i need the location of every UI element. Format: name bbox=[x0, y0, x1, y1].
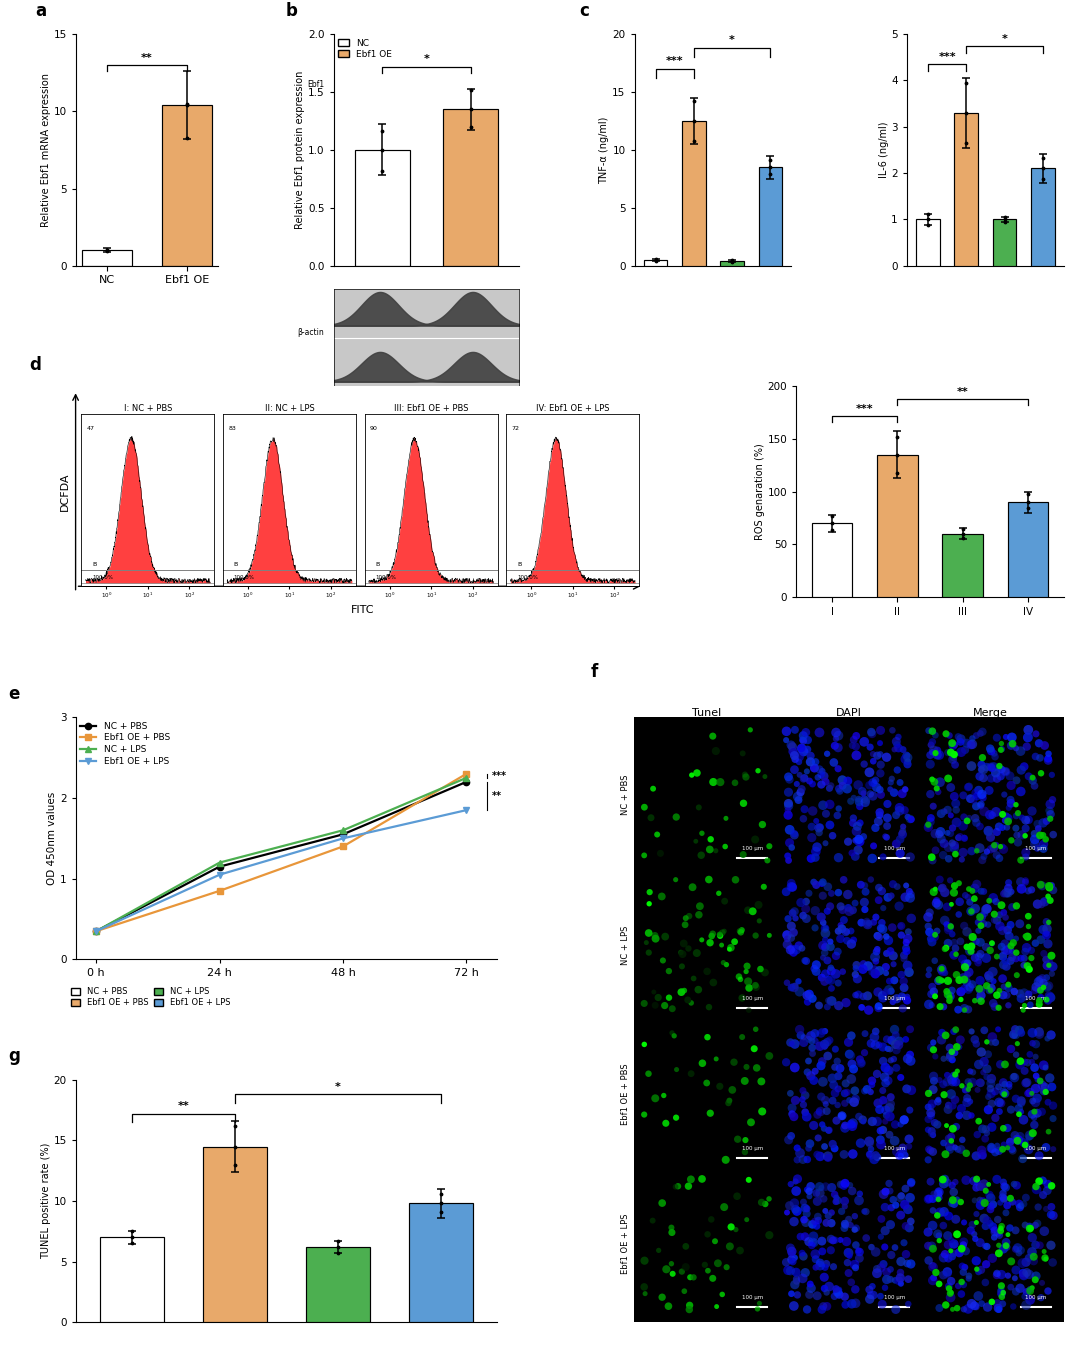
Y-axis label: ROS genaration (%): ROS genaration (%) bbox=[755, 443, 765, 540]
Bar bbox=[1008, 502, 1048, 597]
Y-axis label: DCFDA: DCFDA bbox=[60, 472, 70, 511]
Ebf1 OE + PBS bbox=[460, 766, 473, 782]
Text: *: * bbox=[729, 35, 735, 45]
Text: ***: *** bbox=[939, 52, 956, 63]
Text: d: d bbox=[30, 356, 42, 373]
Bar bbox=[993, 219, 1016, 266]
NC + LPS bbox=[213, 855, 226, 871]
NC + PBS bbox=[213, 859, 226, 875]
Text: *: * bbox=[1001, 34, 1008, 44]
Bar bbox=[943, 534, 983, 597]
Ebf1 OE + LPS bbox=[460, 801, 473, 818]
Text: ***: *** bbox=[666, 56, 684, 65]
Y-axis label: Relative Ebf1 protein expression: Relative Ebf1 protein expression bbox=[295, 71, 306, 229]
Bar bbox=[720, 262, 744, 266]
Text: f: f bbox=[591, 662, 598, 682]
Bar bbox=[812, 523, 852, 597]
Ebf1 OE + PBS bbox=[337, 838, 350, 855]
NC + PBS bbox=[460, 774, 473, 791]
NC + LPS bbox=[460, 770, 473, 786]
Y-axis label: IL-6 (ng/ml): IL-6 (ng/ml) bbox=[878, 121, 889, 179]
NC + PBS bbox=[337, 826, 350, 842]
Bar bbox=[644, 260, 667, 266]
Y-axis label: TUNEL positive rate (%): TUNEL positive rate (%) bbox=[41, 1142, 51, 1259]
Text: **: ** bbox=[178, 1101, 189, 1111]
Legend: NC, Ebf1 OE: NC, Ebf1 OE bbox=[338, 38, 392, 59]
Text: *: * bbox=[423, 55, 430, 64]
Text: ***: *** bbox=[856, 403, 874, 414]
Text: g: g bbox=[9, 1047, 21, 1066]
Text: a: a bbox=[36, 3, 46, 20]
Line: Ebf1 OE + PBS: Ebf1 OE + PBS bbox=[93, 770, 470, 934]
Bar bbox=[916, 219, 940, 266]
Bar bbox=[306, 1247, 369, 1322]
Bar bbox=[203, 1146, 267, 1322]
Line: Ebf1 OE + LPS: Ebf1 OE + LPS bbox=[93, 807, 470, 934]
Y-axis label: TNF-α (ng/ml): TNF-α (ng/ml) bbox=[599, 116, 609, 184]
Y-axis label: Relative Ebf1 mRNA expression: Relative Ebf1 mRNA expression bbox=[41, 72, 51, 226]
Ebf1 OE + LPS bbox=[213, 867, 226, 883]
NC + LPS bbox=[337, 822, 350, 838]
Y-axis label: OD 450nm values: OD 450nm values bbox=[48, 792, 57, 885]
Text: e: e bbox=[9, 684, 19, 703]
NC + LPS bbox=[90, 923, 103, 939]
Bar bbox=[100, 1238, 164, 1322]
Ebf1 OE + PBS bbox=[213, 883, 226, 900]
Text: **: ** bbox=[492, 791, 502, 801]
Text: **: ** bbox=[957, 387, 969, 397]
Text: c: c bbox=[580, 3, 590, 20]
NC + PBS bbox=[90, 923, 103, 939]
Bar bbox=[82, 251, 132, 266]
Bar bbox=[409, 1204, 473, 1322]
Bar bbox=[683, 121, 705, 266]
Bar bbox=[162, 105, 212, 266]
Bar bbox=[443, 109, 498, 266]
Text: b: b bbox=[285, 3, 297, 20]
Bar bbox=[355, 150, 409, 266]
Text: ***: *** bbox=[492, 771, 508, 781]
Legend: NC + PBS, Ebf1 OE + PBS, NC + LPS, Ebf1 OE + LPS: NC + PBS, Ebf1 OE + PBS, NC + LPS, Ebf1 … bbox=[80, 722, 170, 766]
Ebf1 OE + LPS bbox=[90, 923, 103, 939]
Line: NC + LPS: NC + LPS bbox=[93, 774, 470, 934]
Ebf1 OE + LPS bbox=[337, 830, 350, 846]
Bar bbox=[955, 113, 978, 266]
Text: FITC: FITC bbox=[351, 605, 374, 615]
Text: *: * bbox=[335, 1082, 341, 1092]
Legend: NC + PBS, Ebf1 OE + PBS, NC + LPS, Ebf1 OE + LPS: NC + PBS, Ebf1 OE + PBS, NC + LPS, Ebf1 … bbox=[71, 987, 230, 1007]
Bar bbox=[758, 168, 782, 266]
Ebf1 OE + PBS bbox=[90, 923, 103, 939]
Line: NC + PBS: NC + PBS bbox=[93, 778, 470, 934]
Text: **: ** bbox=[141, 53, 152, 63]
Bar bbox=[877, 455, 918, 597]
Bar bbox=[1031, 169, 1054, 266]
